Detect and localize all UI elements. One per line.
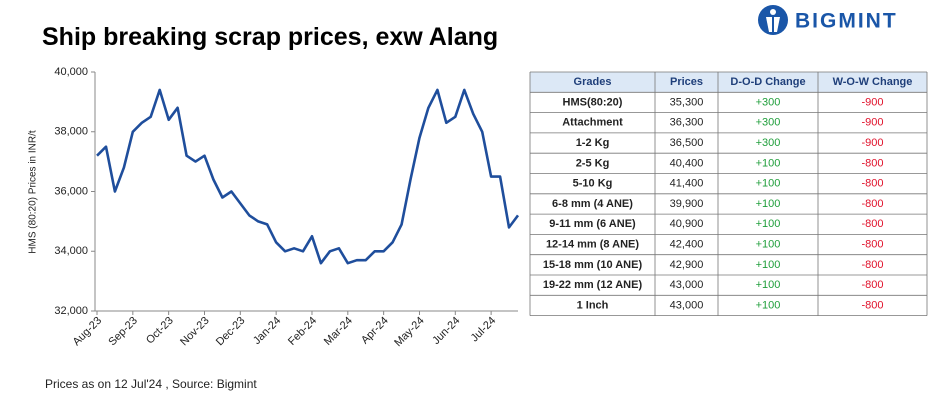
table-cell: 9-11 mm (6 ANE): [549, 218, 636, 230]
logo-text: BIGMINT: [795, 10, 898, 33]
table-cell: 19-22 mm (12 ANE): [543, 279, 643, 291]
x-tick-label: May-24: [392, 315, 426, 349]
table-cell: Attachment: [562, 117, 623, 129]
table-cell: +100: [756, 198, 781, 210]
table-cell: -800: [861, 238, 883, 250]
table-cell: 41,400: [670, 178, 704, 190]
table-header: Grades: [574, 76, 612, 88]
table-cell: 43,000: [670, 299, 704, 311]
logo-icon-head: [770, 9, 776, 15]
table-header: D-O-D Change: [730, 76, 805, 88]
table-cell: 36,500: [670, 137, 704, 149]
footnote: Prices as on 12 Jul'24 , Source: Bigmint: [45, 377, 257, 391]
y-tick-label: 38,000: [54, 126, 88, 138]
table-cell: 35,300: [670, 96, 704, 108]
table-cell: -800: [861, 259, 883, 271]
table-cell: +100: [756, 157, 781, 169]
table-cell: -800: [861, 198, 883, 210]
table-cell: 6-8 mm (4 ANE): [552, 198, 633, 210]
x-tick-label: Jul-24: [469, 315, 499, 345]
table-cell: -900: [861, 117, 883, 129]
x-tick-label: Jan-24: [251, 315, 283, 347]
price-line: [96, 88, 520, 265]
table-cell: -800: [861, 157, 883, 169]
table-cell: HMS(80:20): [563, 96, 623, 108]
x-tick-label: Apr-24: [359, 315, 391, 347]
table-cell: 36,300: [670, 117, 704, 129]
table-cell: +100: [756, 238, 781, 250]
table-header: Prices: [670, 76, 703, 88]
table-header-bg: [530, 72, 927, 93]
table-cell: 15-18 mm (10 ANE): [543, 259, 643, 271]
table-cell: +100: [756, 279, 781, 291]
table-cell: -900: [861, 96, 883, 108]
x-tick-label: Feb-24: [286, 315, 319, 348]
table-cell: 1-2 Kg: [576, 137, 610, 149]
y-axis-label: HMS (80:20) Prices in INR/t: [28, 130, 39, 254]
x-tick-label: Nov-23: [178, 315, 212, 349]
x-tick-label: Mar-24: [322, 315, 355, 348]
table-cell: -900: [861, 137, 883, 149]
table-cell: +300: [756, 96, 781, 108]
table-cell: 42,900: [670, 259, 704, 271]
logo: BIGMINT: [758, 5, 898, 35]
table-cell: +100: [756, 178, 781, 190]
x-tick-label: Sep-23: [106, 315, 140, 349]
table-cell: -800: [861, 218, 883, 230]
table-cell: -800: [861, 279, 883, 291]
table-cell: 42,400: [670, 238, 704, 250]
y-tick-label: 40,000: [54, 66, 88, 78]
table-cell: +300: [756, 117, 781, 129]
y-tick-label: 32,000: [54, 305, 88, 317]
table-cell: +300: [756, 137, 781, 149]
table-cell: +100: [756, 299, 781, 311]
x-tick-label: Jun-24: [430, 315, 462, 347]
table-cell: 43,000: [670, 279, 704, 291]
table-cell: 5-10 Kg: [573, 178, 613, 190]
table-cell: 40,400: [670, 157, 704, 169]
table-header: W-O-W Change: [833, 76, 913, 88]
x-tick-label: Oct-23: [144, 315, 176, 347]
y-tick-label: 34,000: [54, 245, 88, 257]
table-cell: +100: [756, 259, 781, 271]
table-cell: 40,900: [670, 218, 704, 230]
x-tick-label: Aug-23: [71, 315, 105, 349]
table-cell: -800: [861, 299, 883, 311]
y-tick-label: 36,000: [54, 185, 88, 197]
chart-title: Ship breaking scrap prices, exw Alang: [42, 23, 498, 51]
table-cell: +100: [756, 218, 781, 230]
x-tick-label: Dec-23: [214, 315, 248, 349]
table-cell: 39,900: [670, 198, 704, 210]
table-cell: 12-14 mm (8 ANE): [546, 238, 639, 250]
table-cell: 1 Inch: [577, 299, 609, 311]
table-cell: -800: [861, 178, 883, 190]
table-cell: 2-5 Kg: [576, 157, 610, 169]
